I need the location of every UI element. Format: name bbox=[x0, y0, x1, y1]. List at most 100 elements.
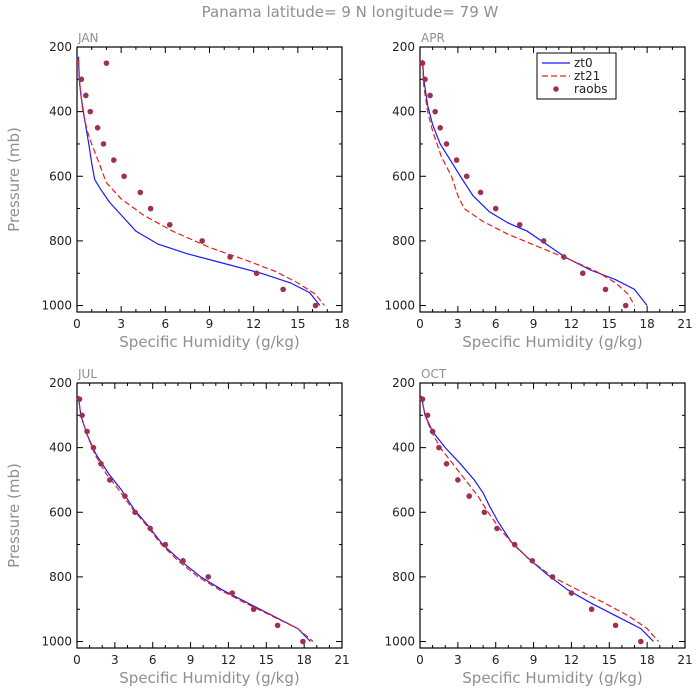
raobs-marker bbox=[455, 477, 461, 483]
y-axis-label: Pressure (mb) bbox=[5, 463, 23, 568]
y-tick-label: 400 bbox=[49, 441, 72, 455]
panel-label: OCT bbox=[421, 367, 447, 381]
y-tick-label: 200 bbox=[392, 40, 415, 54]
x-tick-label: 3 bbox=[454, 653, 462, 667]
raobs-marker bbox=[419, 60, 426, 66]
y-tick-label: 400 bbox=[49, 105, 72, 119]
raobs-marker bbox=[529, 557, 536, 564]
zt21-line bbox=[420, 395, 659, 642]
y-tick-label: 1000 bbox=[384, 635, 415, 649]
y-tick-label: 1000 bbox=[41, 635, 72, 649]
x-tick-label: 21 bbox=[334, 653, 349, 667]
raobs-marker bbox=[229, 590, 236, 596]
x-tick-label: 12 bbox=[221, 653, 236, 667]
panel-jul: JUL 0 3 6 9 12 15 18 21 200 400 600 800 1000 Specific … bbox=[5, 367, 350, 687]
raobs-marker bbox=[98, 460, 104, 467]
panel-oct: OCT 0 3 6 9 12 15 18 21 200 400 600 800 1000 Specific … bbox=[384, 367, 692, 687]
raobs-marker bbox=[84, 428, 90, 435]
x-tick-label: 12 bbox=[564, 317, 579, 331]
raobs-marker bbox=[253, 270, 260, 277]
zt0-line bbox=[420, 395, 654, 642]
raobs-marker bbox=[205, 574, 212, 580]
x-tick-label: 3 bbox=[454, 317, 462, 331]
x-tick-label: 21 bbox=[677, 317, 692, 331]
raobs-marker bbox=[132, 509, 138, 516]
raobs-marker bbox=[443, 460, 450, 467]
y-tick-label: 1000 bbox=[41, 299, 72, 313]
raobs-marker bbox=[477, 189, 484, 196]
zt21-line bbox=[421, 63, 636, 306]
raobs-marker bbox=[137, 189, 144, 196]
raobs-marker bbox=[122, 493, 128, 499]
raobs-marker bbox=[103, 60, 110, 66]
y-tick-label: 400 bbox=[392, 105, 415, 119]
raobs-marker bbox=[300, 638, 306, 645]
legend-raobs-label: raobs bbox=[574, 82, 608, 96]
raobs-marker bbox=[280, 286, 286, 293]
raobs-marker bbox=[147, 525, 153, 532]
x-tick-label: 0 bbox=[73, 653, 81, 667]
raobs-marker bbox=[422, 76, 428, 83]
x-tick-label: 0 bbox=[73, 317, 81, 331]
raobs-marker bbox=[622, 302, 629, 309]
x-tick-label: 18 bbox=[334, 317, 349, 331]
raobs-marker bbox=[121, 173, 127, 180]
x-tick-label: 21 bbox=[677, 653, 692, 667]
raobs-marker bbox=[87, 108, 94, 115]
legend-zt21-label: zt21 bbox=[574, 69, 600, 83]
x-tick-label: 12 bbox=[564, 653, 579, 667]
raobs-marker bbox=[274, 622, 281, 629]
y-tick-label: 800 bbox=[392, 570, 415, 584]
raobs-marker bbox=[437, 124, 443, 131]
raobs-marker bbox=[107, 477, 113, 483]
y-tick-label: 600 bbox=[49, 169, 72, 183]
legend-raobs-marker bbox=[553, 86, 559, 92]
x-tick-label: 3 bbox=[111, 653, 119, 667]
raobs-marker bbox=[463, 173, 470, 180]
raobs-marker bbox=[90, 444, 97, 451]
raobs-marker bbox=[424, 412, 431, 419]
raobs-marker bbox=[427, 92, 433, 99]
panel-apr: APR 0 3 6 9 12 15 18 21 200 400 600 800 1000 Specific … bbox=[384, 31, 692, 351]
zt0-line bbox=[77, 395, 311, 642]
raobs-marker bbox=[429, 428, 436, 435]
x-tick-label: 18 bbox=[297, 653, 312, 667]
x-tick-label: 12 bbox=[246, 317, 261, 331]
x-tick-label: 15 bbox=[602, 653, 617, 667]
x-tick-label: 9 bbox=[530, 317, 538, 331]
raobs-marker bbox=[111, 157, 117, 163]
plot-frame bbox=[419, 46, 686, 313]
y-axis-label: Pressure (mb) bbox=[5, 127, 23, 232]
raobs-marker bbox=[549, 574, 556, 580]
panel-label: APR bbox=[421, 31, 445, 45]
raobs-marker bbox=[494, 525, 500, 532]
raobs-marker bbox=[432, 108, 438, 115]
raobs-marker bbox=[612, 622, 619, 629]
legend-box bbox=[536, 52, 617, 100]
raobs-marker bbox=[579, 270, 586, 277]
raobs-marker bbox=[561, 254, 567, 260]
y-tick-label: 200 bbox=[49, 376, 72, 390]
plot-frame bbox=[76, 46, 343, 313]
x-tick-label: 3 bbox=[117, 317, 125, 331]
x-tick-label: 6 bbox=[492, 653, 500, 667]
raobs-marker bbox=[78, 76, 85, 83]
raobs-marker bbox=[166, 221, 173, 228]
zt21-line bbox=[77, 59, 325, 306]
y-tick-label: 1000 bbox=[384, 299, 415, 313]
raobs-marker bbox=[227, 254, 233, 260]
x-tick-label: 0 bbox=[416, 317, 424, 331]
raobs-marker bbox=[162, 541, 169, 548]
x-tick-label: 6 bbox=[149, 653, 157, 667]
raobs-marker bbox=[443, 141, 450, 147]
raobs-marker bbox=[419, 396, 426, 402]
raobs-marker bbox=[100, 141, 107, 147]
x-tick-label: 9 bbox=[187, 653, 195, 667]
x-tick-label: 15 bbox=[259, 653, 274, 667]
raobs-marker bbox=[602, 286, 609, 293]
x-axis-label: Specific Humidity (g/kg) bbox=[119, 669, 299, 687]
x-tick-label: 6 bbox=[162, 317, 170, 331]
raobs-marker bbox=[83, 92, 89, 99]
